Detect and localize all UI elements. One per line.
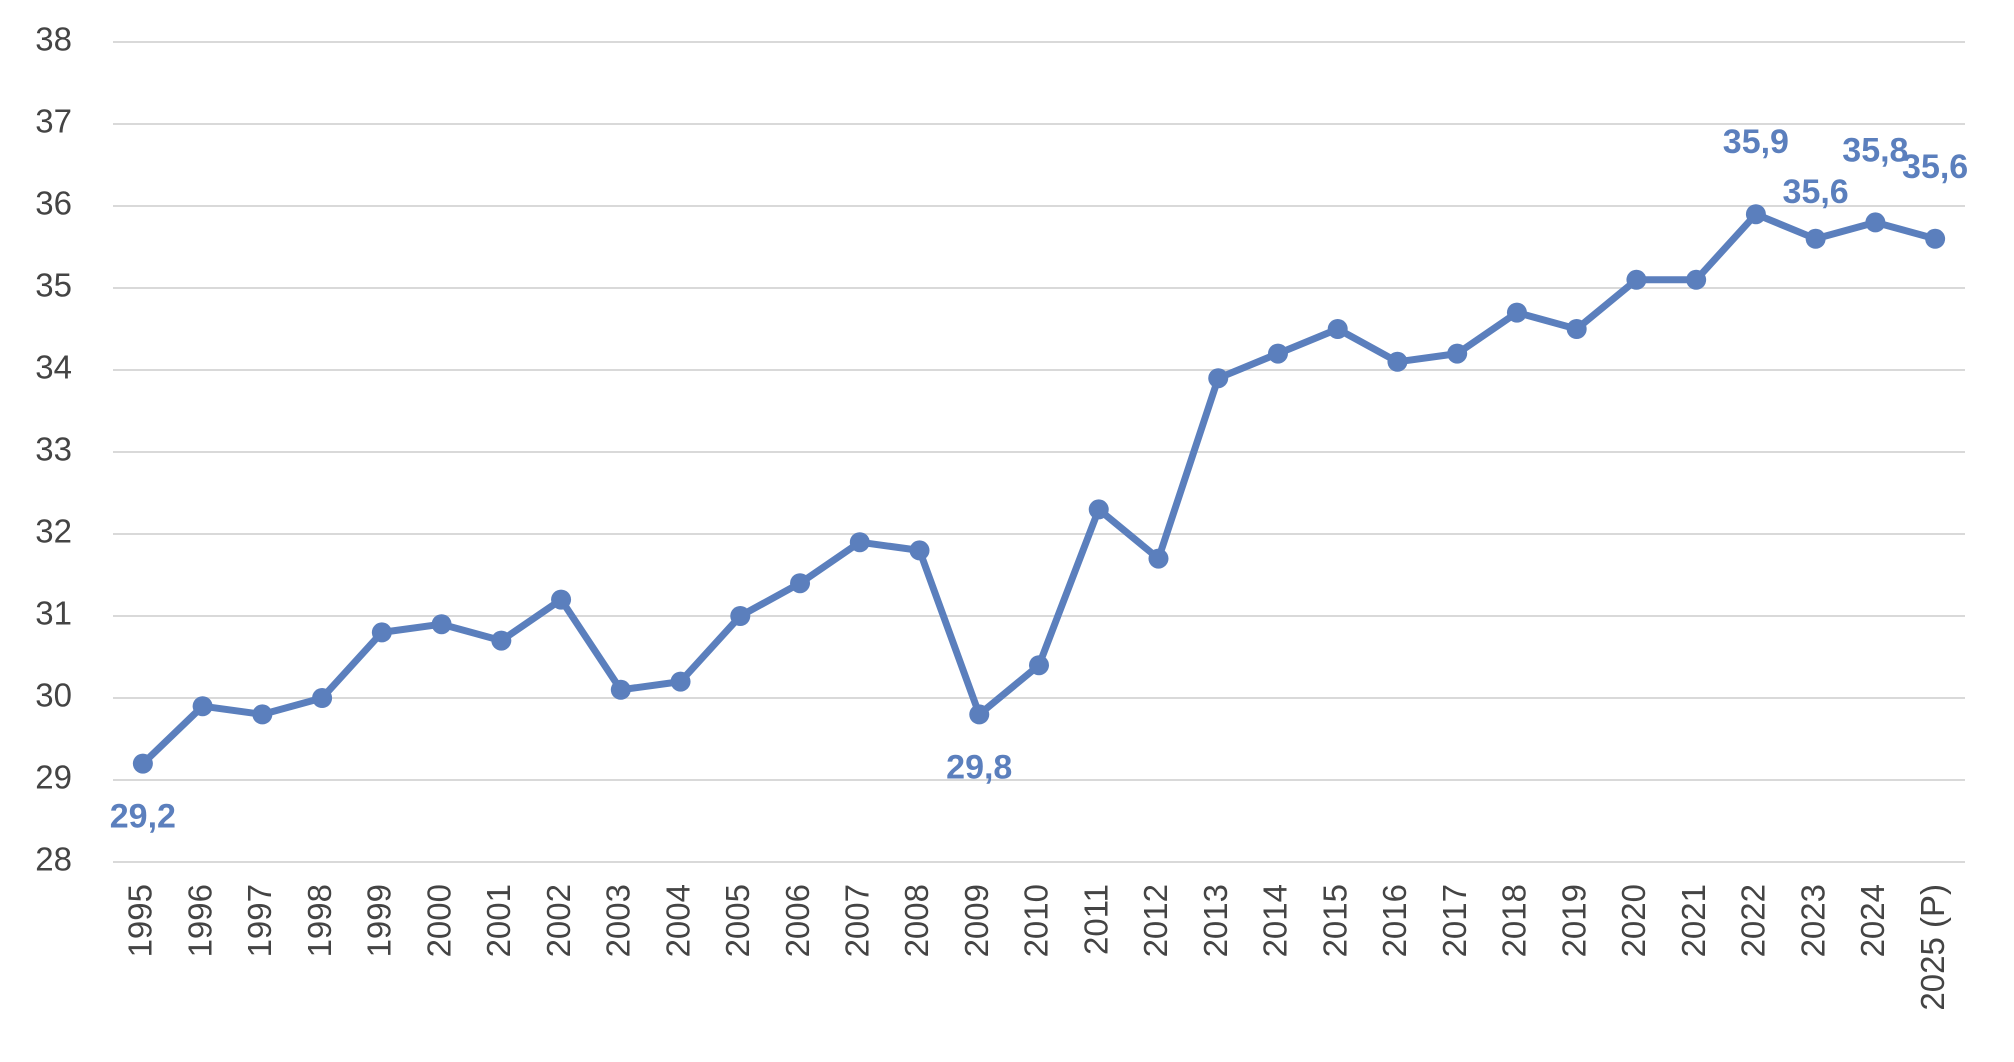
point [849,532,870,553]
point [1088,499,1109,520]
x-tick-label: 2025 (P) [1914,884,1951,1011]
point [790,573,811,594]
point [610,679,631,700]
point [1626,269,1647,290]
value-label: 29,2 [110,798,176,836]
value-label: 29,8 [946,748,1012,786]
point [312,688,333,708]
x-tick-label: 2003 [600,884,637,957]
point [730,606,751,626]
point [1865,212,1886,233]
x-tick-label: 2006 [779,884,816,957]
y-tick-label: 34 [35,349,72,386]
x-tick-label: 2014 [1257,884,1294,957]
point [192,696,213,717]
y-tick-label: 28 [35,841,72,878]
point [1148,548,1169,569]
point [1447,343,1468,364]
x-tick-label: 2018 [1496,884,1533,957]
y-tick-label: 30 [35,677,72,714]
x-tick-label: 2023 [1794,884,1831,957]
x-tick-label: 2010 [1018,884,1055,957]
point [1208,368,1229,389]
point [431,614,452,635]
value-label: 35,6 [1902,148,1968,186]
x-tick-label: 1998 [301,884,338,957]
x-tick-label: 2005 [719,884,756,957]
x-tick-label: 2020 [1615,884,1652,957]
y-tick-label: 31 [35,595,72,632]
value-label: 35,6 [1783,173,1849,211]
point [1925,228,1946,249]
x-tick-label: 2008 [898,884,935,957]
x-tick-label: 2017 [1436,884,1473,957]
value-label: 35,9 [1723,123,1789,161]
x-tick-label: 2022 [1735,884,1772,957]
point [252,704,273,725]
point [909,540,930,561]
point [371,622,392,643]
x-tick-label: 2024 [1854,884,1891,957]
point [491,630,512,651]
x-tick-label: 2019 [1555,884,1592,957]
x-tick-label: 2004 [659,884,696,957]
point [1566,319,1587,339]
x-tick-label: 2015 [1316,884,1353,957]
point [551,589,572,610]
point [1745,204,1766,225]
x-tick-label: 2001 [480,884,517,957]
x-tick-label: 2007 [838,884,875,957]
x-tick-label: 1999 [361,884,398,957]
y-tick-label: 33 [35,431,72,468]
point [1805,228,1826,249]
x-tick-label: 2012 [1137,884,1174,957]
y-tick-label: 32 [35,513,72,550]
point [969,704,990,725]
x-tick-label: 2009 [958,884,995,957]
y-tick-label: 29 [35,759,72,796]
point [1506,302,1527,323]
x-tick-label: 1996 [181,884,218,957]
x-tick-label: 2002 [540,884,577,957]
point [132,753,153,774]
x-tick-label: 2013 [1197,884,1234,957]
point [1387,351,1408,372]
y-tick-label: 36 [35,185,72,222]
point [1029,655,1049,676]
point [1327,319,1348,339]
y-tick-label: 35 [35,267,72,304]
x-tick-label: 2016 [1376,884,1413,957]
y-tick-label: 38 [35,21,72,58]
point [670,671,691,692]
x-tick-label: 2011 [1077,884,1114,955]
y-tick-label: 37 [35,103,72,140]
x-tick-label: 1995 [122,884,159,957]
value-label: 35,8 [1842,131,1908,169]
point [1686,269,1707,290]
line [140,210,1937,767]
x-tick-label: 1997 [241,884,278,957]
point [1267,343,1288,364]
x-tick-label: 2000 [420,884,457,957]
x-tick-label: 2021 [1675,884,1712,957]
